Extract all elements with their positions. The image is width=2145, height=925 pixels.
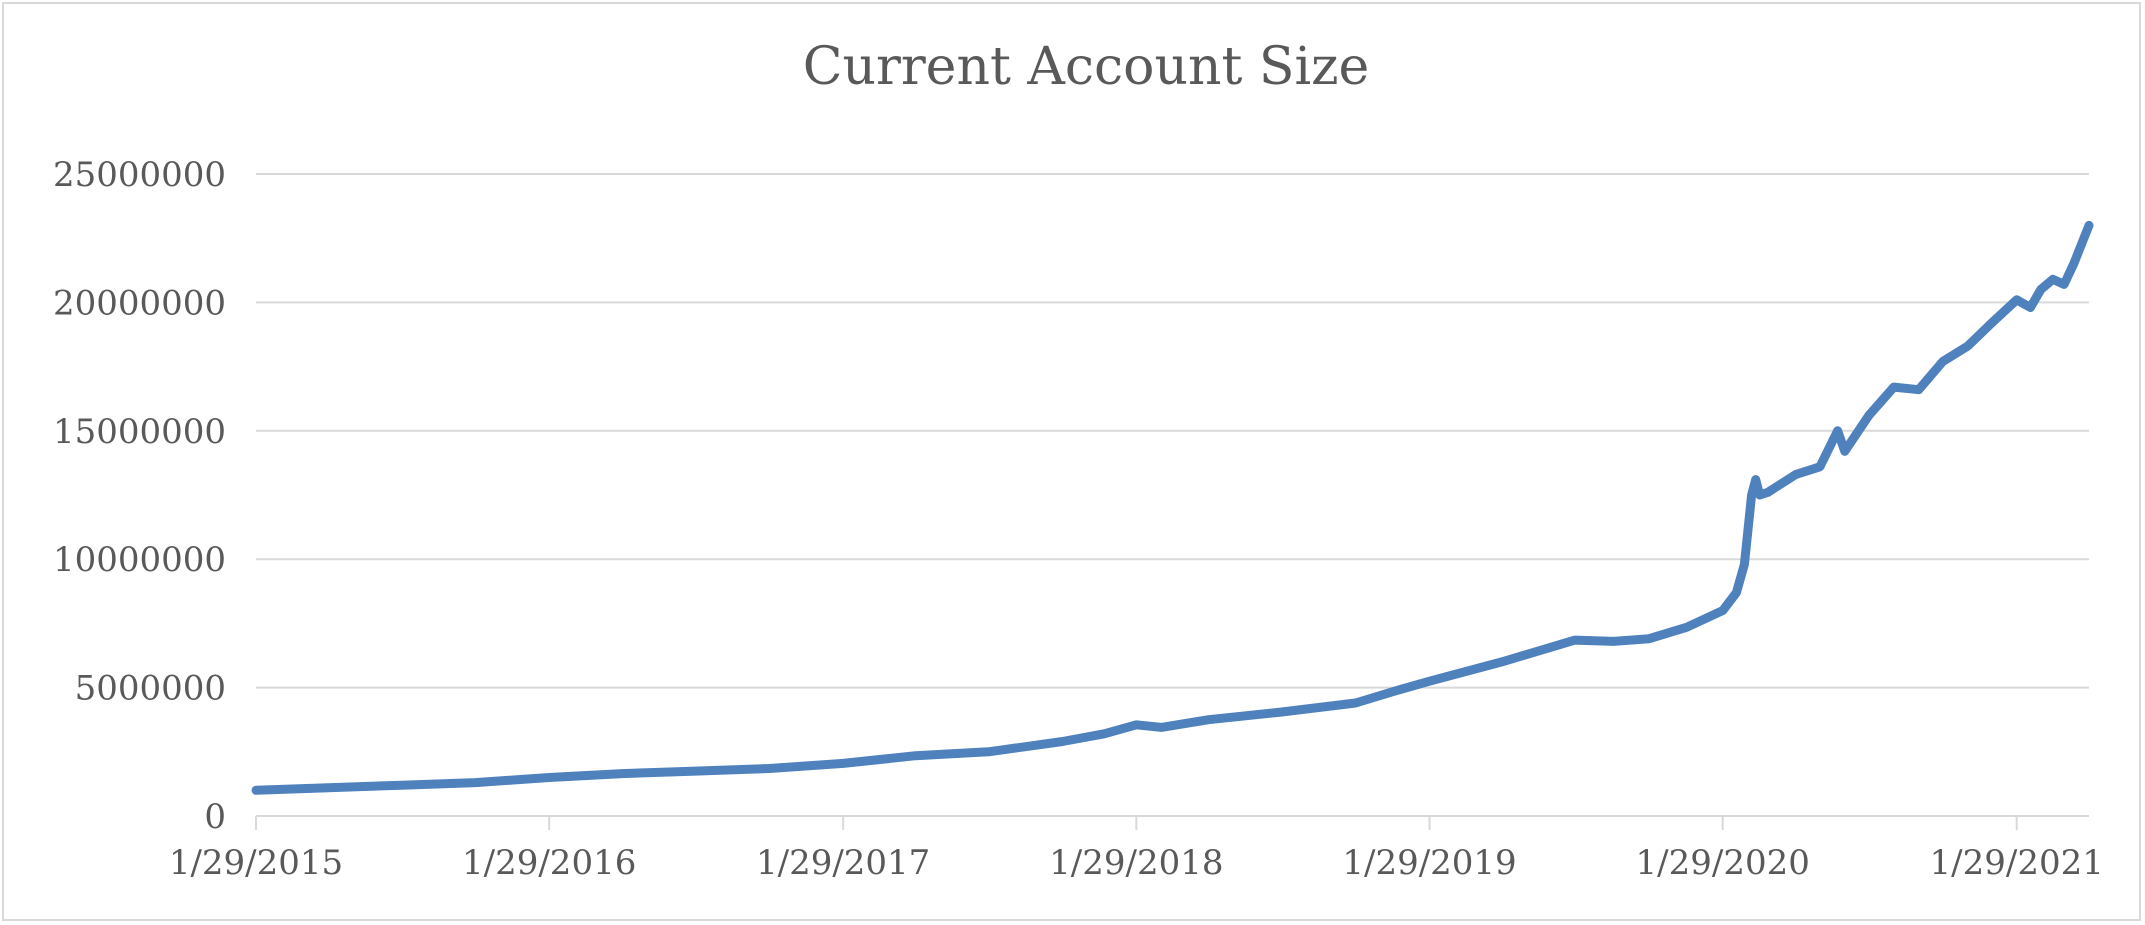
x-tick-label: 1/29/2019 [1342,843,1516,883]
x-tick-label: 1/29/2015 [169,843,343,883]
x-axis: 1/29/2015 1/29/2016 1/29/2017 1/29/2018 1/29… [169,815,2104,883]
chart-title: Current Account Size [803,37,1370,97]
y-axis: 0 5000000 10000000 15000000 20000000 25000000 [53,155,226,837]
y-tick-label: 15000000 [53,412,226,452]
y-tick-label: 10000000 [53,540,226,580]
y-tick-label: 25000000 [53,155,226,195]
x-tick-label: 1/29/2020 [1636,843,1810,883]
gridlines [256,173,2089,689]
x-tick-label: 1/29/2016 [462,843,636,883]
y-tick-label: 20000000 [53,283,226,323]
y-tick-label: 0 [204,797,226,837]
line-chart: Current Account Size 0 5000000 10000000 150… [53,37,2104,883]
x-tick-label: 1/29/2017 [756,843,930,883]
x-tick-label: 1/29/2021 [1930,843,2104,883]
x-tick-label: 1/29/2018 [1049,843,1223,883]
series-group [251,220,2094,795]
y-tick-label: 5000000 [75,669,226,709]
series-line [251,220,2094,795]
